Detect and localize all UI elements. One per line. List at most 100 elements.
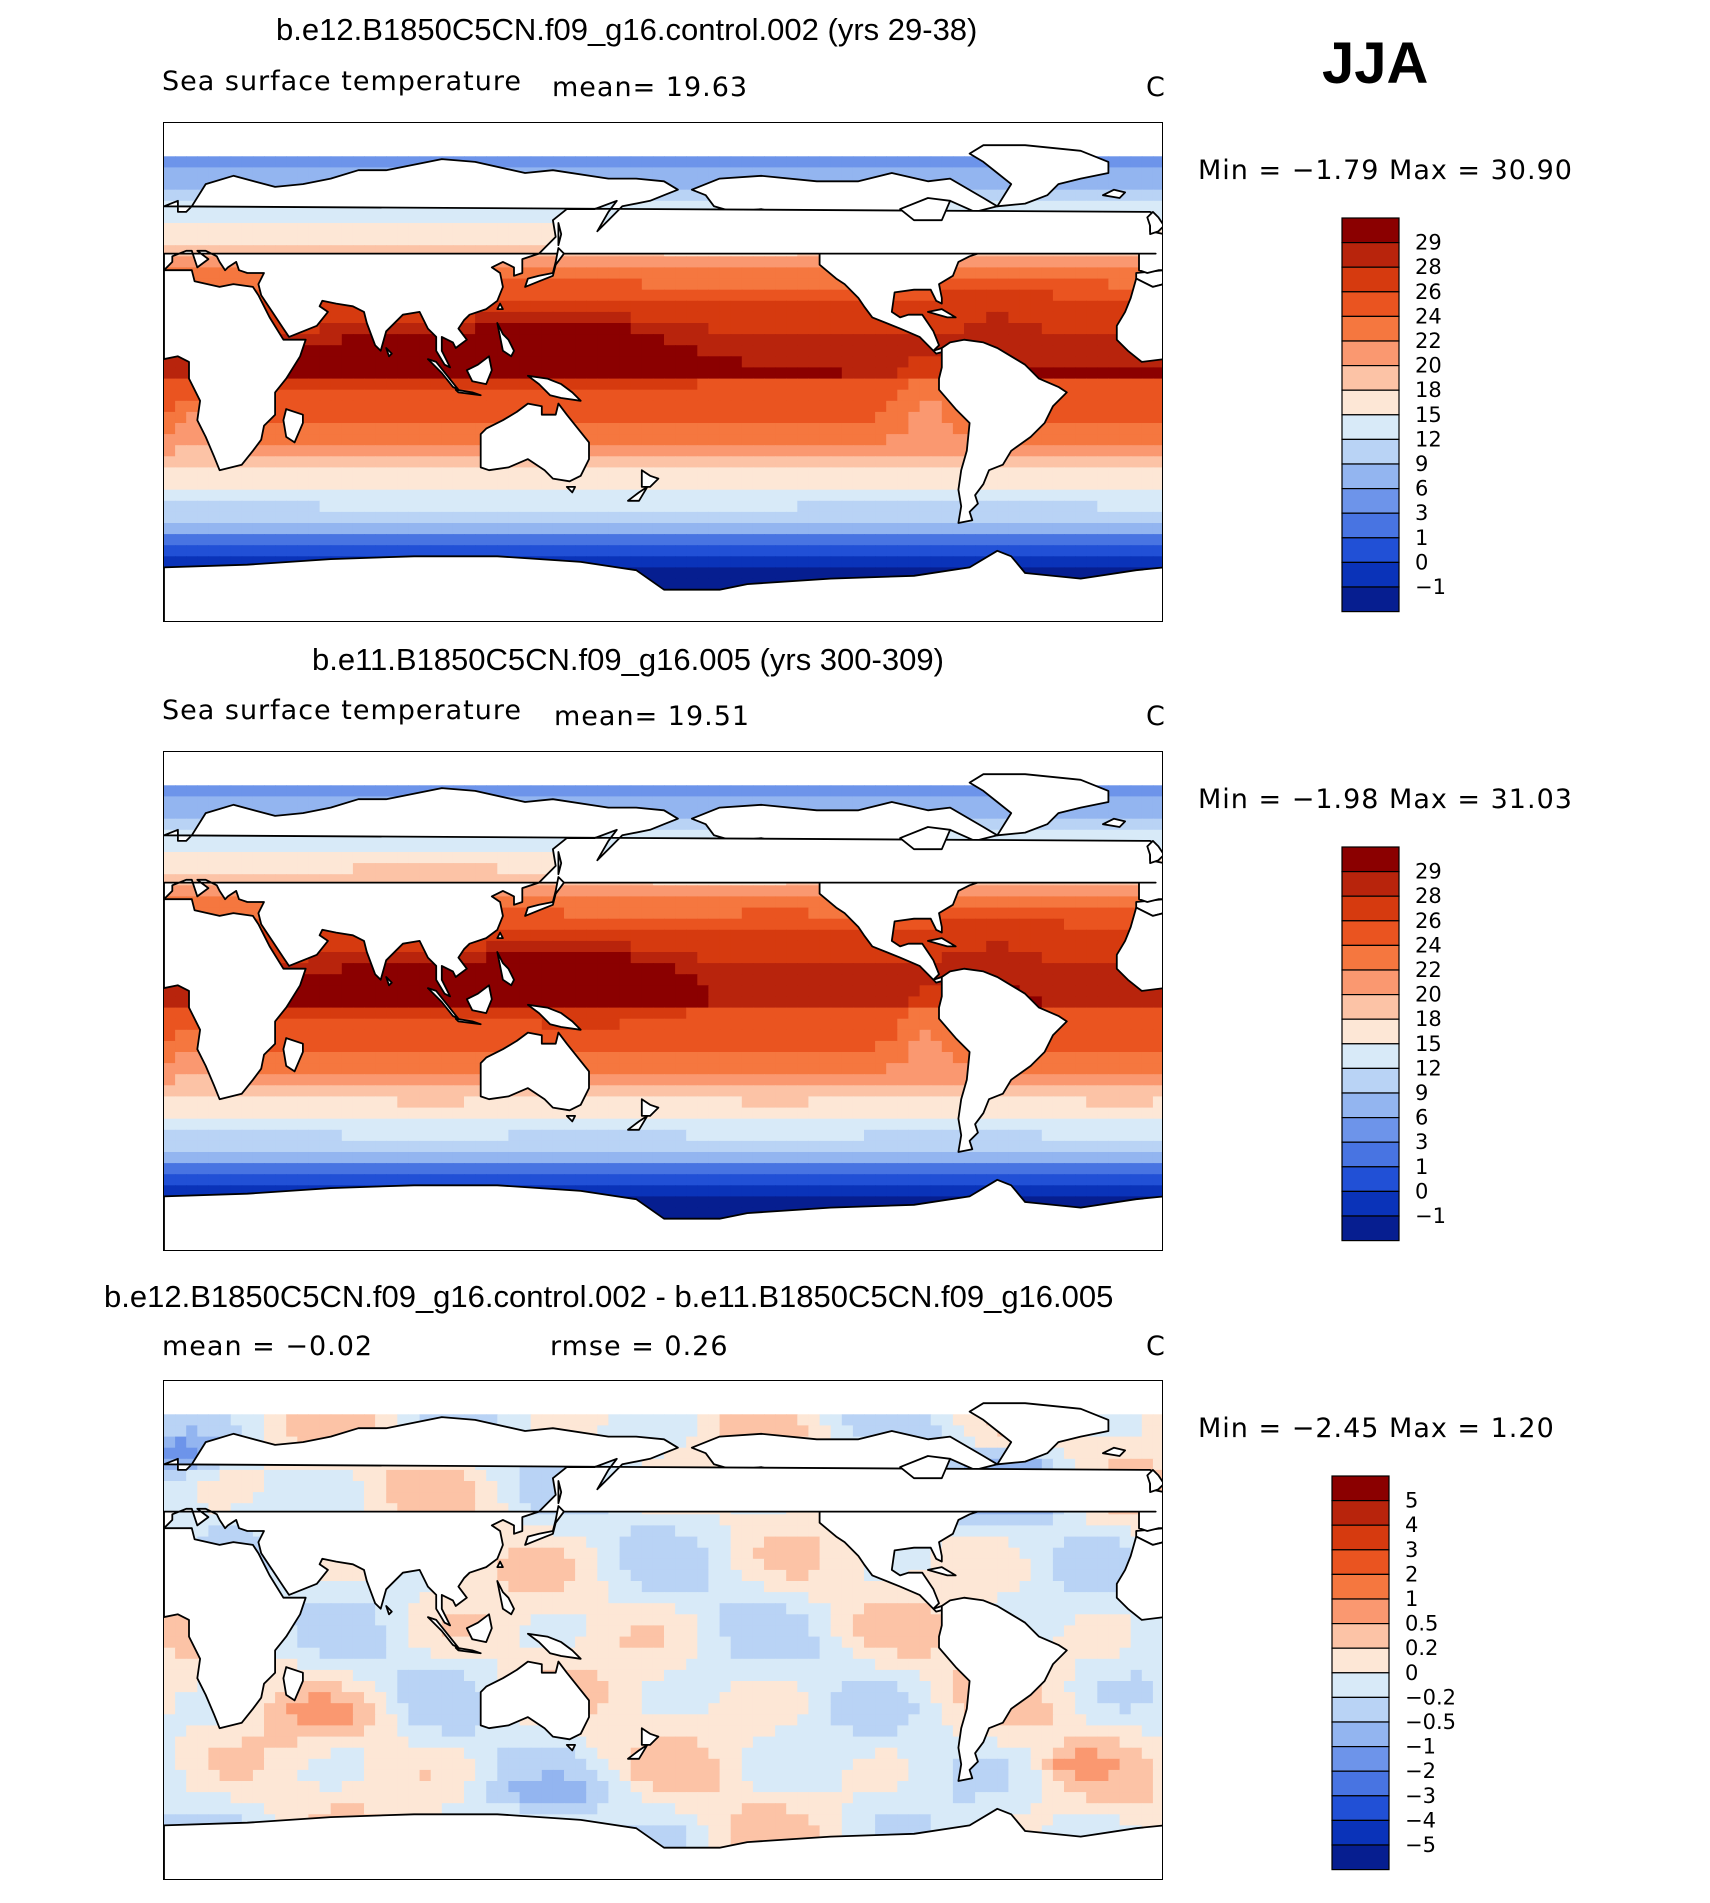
field-cell [597, 952, 609, 964]
field-cell [364, 389, 376, 402]
panel-2-title: b.e11.B1850C5CN.f09_g16.005 (yrs 300-309… [312, 642, 944, 677]
coastline-madagascar [282, 408, 304, 444]
field-cell [752, 400, 765, 413]
field-cell [1075, 311, 1087, 324]
field-cell [819, 400, 832, 413]
field-cell [930, 167, 943, 180]
field-cell [586, 952, 598, 964]
field-cell [952, 300, 965, 313]
field-cell [164, 874, 176, 886]
field-cell [319, 500, 332, 513]
field-cell [975, 178, 987, 191]
field-cell [575, 545, 587, 557]
field-cell [519, 952, 532, 964]
field-cell [197, 178, 209, 191]
field-cell [619, 885, 632, 897]
field-cell [775, 796, 787, 809]
field-cell [575, 511, 587, 524]
field-cell [508, 356, 521, 368]
field-cell [464, 478, 476, 491]
field-cell [575, 885, 587, 897]
field-cell [664, 256, 676, 268]
field-cell [264, 511, 276, 524]
field-cell [1075, 918, 1087, 931]
field-cell [997, 929, 1009, 942]
field-cell [1130, 829, 1143, 842]
field-cell [1019, 534, 1032, 546]
field-cell [519, 523, 532, 535]
field-cell [1141, 167, 1154, 180]
field-cell [630, 785, 643, 797]
field-cell [319, 456, 332, 468]
field-cell [830, 289, 843, 302]
field-cell [286, 511, 298, 524]
field-cell [764, 885, 776, 897]
field-cell [919, 300, 932, 313]
field-cell [341, 511, 354, 524]
field-cell [441, 523, 454, 535]
field-cell [575, 311, 587, 324]
field-cell [675, 885, 687, 897]
field-cell [508, 478, 521, 491]
field-cell [941, 545, 954, 557]
field-cell [675, 918, 687, 931]
field-cell [441, 852, 454, 864]
field-cell [752, 940, 765, 953]
field-cell [564, 511, 576, 524]
field-cell [597, 323, 609, 335]
field-cell [1064, 311, 1076, 324]
field-cell [1075, 178, 1087, 191]
field-cell [675, 445, 687, 457]
field-cell [508, 940, 521, 953]
field-cell [252, 534, 265, 546]
field-cell [608, 300, 621, 313]
field-cell [1075, 356, 1087, 368]
field-cell [264, 178, 276, 191]
field-cell [586, 929, 598, 942]
field-cell [897, 156, 909, 168]
field-cell [797, 567, 809, 580]
field-cell [1152, 489, 1162, 502]
field-cell [164, 423, 176, 435]
field-cell [897, 489, 909, 502]
field-cell [264, 445, 276, 457]
field-cell [752, 511, 765, 524]
field-cell [1086, 511, 1098, 524]
field-cell [952, 289, 965, 302]
field-cell [275, 852, 287, 864]
field-cell [819, 896, 832, 909]
field-cell [264, 211, 276, 224]
field-cell [764, 400, 776, 413]
field-cell [508, 467, 521, 480]
field-cell [1030, 367, 1043, 380]
field-cell [930, 929, 943, 942]
field-cell [1030, 918, 1043, 931]
field-cell [364, 456, 376, 468]
field-cell [675, 311, 687, 324]
field-cell [308, 863, 321, 875]
field-cell [797, 434, 809, 446]
field-cell [708, 785, 721, 797]
field-cell [1008, 929, 1021, 942]
field-cell [786, 785, 798, 797]
field-cell [730, 952, 743, 964]
field-cell [1086, 400, 1098, 413]
field-cell [1030, 434, 1043, 446]
field-cell [708, 556, 721, 568]
field-cell [908, 785, 921, 797]
field-cell [864, 167, 876, 180]
field-cell [308, 345, 321, 357]
field-cell [608, 556, 621, 568]
field-cell [275, 423, 287, 435]
field-cell [608, 267, 621, 280]
field-cell [1097, 256, 1109, 268]
field-cell [319, 167, 332, 180]
coastline-hudsonbay [899, 197, 951, 222]
field-cell [597, 378, 609, 391]
field-cell [786, 523, 798, 535]
field-cell [852, 311, 865, 324]
field-cell [264, 556, 276, 568]
field-cell [1097, 445, 1109, 457]
field-cell [541, 223, 554, 235]
field-cell [264, 456, 276, 468]
